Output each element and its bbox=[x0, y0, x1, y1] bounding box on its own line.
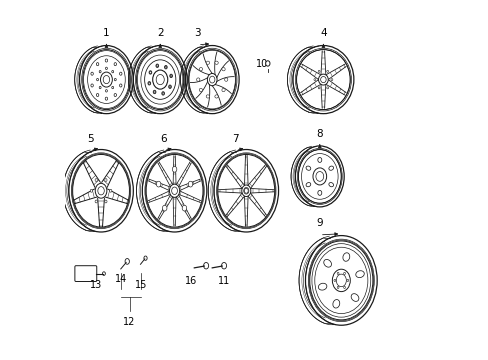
Text: 16: 16 bbox=[184, 276, 197, 286]
Ellipse shape bbox=[323, 260, 331, 267]
Ellipse shape bbox=[318, 283, 326, 290]
Ellipse shape bbox=[199, 68, 202, 71]
Text: 2: 2 bbox=[157, 28, 163, 39]
Ellipse shape bbox=[119, 72, 122, 75]
Ellipse shape bbox=[343, 286, 345, 288]
Ellipse shape bbox=[96, 63, 99, 66]
Ellipse shape bbox=[318, 87, 319, 89]
Ellipse shape bbox=[91, 72, 93, 75]
Ellipse shape bbox=[182, 205, 186, 211]
Ellipse shape bbox=[148, 82, 150, 85]
Ellipse shape bbox=[342, 253, 349, 261]
Ellipse shape bbox=[156, 181, 161, 187]
Ellipse shape bbox=[214, 61, 218, 64]
Text: 6: 6 bbox=[160, 134, 167, 144]
Text: 5: 5 bbox=[87, 134, 93, 144]
Ellipse shape bbox=[153, 90, 156, 94]
Ellipse shape bbox=[105, 97, 107, 100]
Ellipse shape bbox=[105, 67, 107, 69]
Ellipse shape bbox=[305, 166, 310, 170]
Ellipse shape bbox=[199, 88, 202, 92]
Ellipse shape bbox=[333, 279, 335, 282]
Ellipse shape bbox=[99, 71, 101, 73]
Ellipse shape bbox=[265, 61, 269, 66]
Text: 13: 13 bbox=[89, 280, 102, 290]
Text: 4: 4 bbox=[320, 28, 326, 39]
Ellipse shape bbox=[119, 84, 122, 87]
Ellipse shape bbox=[162, 92, 164, 95]
Ellipse shape bbox=[328, 166, 333, 170]
Ellipse shape bbox=[97, 78, 98, 81]
Text: 11: 11 bbox=[218, 276, 230, 286]
Ellipse shape bbox=[206, 61, 209, 64]
Text: 14: 14 bbox=[114, 274, 127, 284]
Ellipse shape bbox=[326, 70, 328, 72]
Ellipse shape bbox=[114, 63, 116, 66]
Ellipse shape bbox=[346, 279, 348, 282]
Ellipse shape bbox=[343, 272, 345, 275]
Ellipse shape bbox=[104, 200, 107, 203]
Ellipse shape bbox=[172, 166, 177, 172]
Text: 12: 12 bbox=[122, 317, 135, 327]
Ellipse shape bbox=[112, 71, 113, 73]
Text: 9: 9 bbox=[316, 219, 323, 228]
Ellipse shape bbox=[222, 68, 225, 71]
Ellipse shape bbox=[168, 85, 171, 89]
Ellipse shape bbox=[109, 189, 112, 192]
Ellipse shape bbox=[355, 271, 364, 278]
Ellipse shape bbox=[305, 183, 310, 187]
Ellipse shape bbox=[317, 190, 321, 195]
Text: 1: 1 bbox=[103, 28, 109, 39]
Ellipse shape bbox=[214, 95, 218, 98]
Ellipse shape bbox=[156, 64, 158, 67]
Text: 3: 3 bbox=[194, 28, 201, 39]
Ellipse shape bbox=[313, 78, 315, 81]
Ellipse shape bbox=[330, 78, 332, 81]
Ellipse shape bbox=[104, 179, 107, 181]
Ellipse shape bbox=[164, 66, 167, 69]
Ellipse shape bbox=[328, 183, 333, 187]
Text: 10: 10 bbox=[255, 59, 267, 69]
Ellipse shape bbox=[222, 88, 225, 92]
Ellipse shape bbox=[99, 86, 101, 89]
Ellipse shape bbox=[112, 86, 113, 89]
Ellipse shape bbox=[332, 300, 339, 308]
Ellipse shape bbox=[337, 272, 338, 275]
Ellipse shape bbox=[91, 84, 93, 87]
Ellipse shape bbox=[188, 181, 192, 187]
Ellipse shape bbox=[350, 294, 358, 301]
Ellipse shape bbox=[162, 205, 166, 211]
Ellipse shape bbox=[105, 59, 107, 62]
Ellipse shape bbox=[224, 78, 227, 81]
Ellipse shape bbox=[326, 87, 328, 89]
Text: 15: 15 bbox=[135, 280, 147, 290]
Ellipse shape bbox=[206, 95, 209, 98]
Ellipse shape bbox=[105, 90, 107, 92]
Ellipse shape bbox=[96, 94, 99, 96]
Text: 8: 8 bbox=[316, 129, 323, 139]
Ellipse shape bbox=[90, 189, 92, 192]
Ellipse shape bbox=[149, 71, 151, 74]
Ellipse shape bbox=[114, 78, 116, 81]
Ellipse shape bbox=[337, 286, 338, 288]
Ellipse shape bbox=[317, 158, 321, 162]
Ellipse shape bbox=[95, 200, 97, 203]
Ellipse shape bbox=[169, 74, 172, 78]
Ellipse shape bbox=[95, 179, 97, 181]
Ellipse shape bbox=[244, 188, 248, 193]
Ellipse shape bbox=[318, 70, 319, 72]
Ellipse shape bbox=[196, 78, 200, 81]
Ellipse shape bbox=[114, 94, 116, 96]
Text: 7: 7 bbox=[232, 134, 238, 144]
